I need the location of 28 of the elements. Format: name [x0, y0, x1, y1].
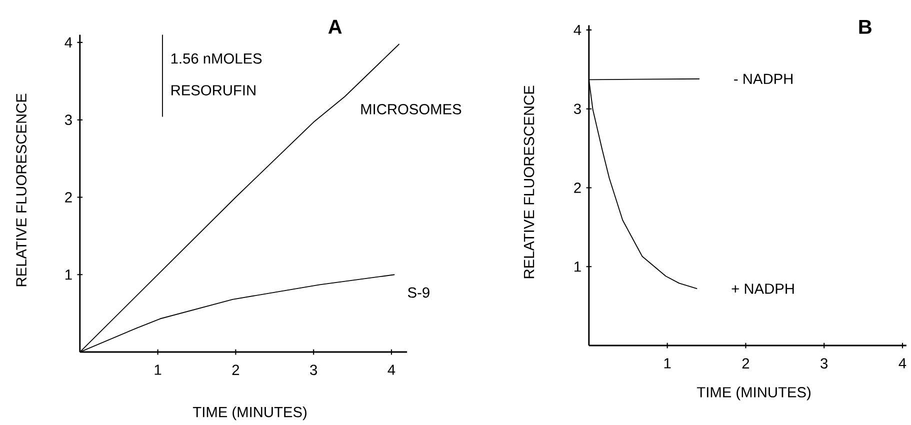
y-tick-label: 4: [64, 38, 72, 48]
text: - NADPH: [734, 74, 792, 84]
y-tick-label: 3: [64, 114, 72, 126]
series-label: MICROSOMES: [361, 104, 462, 115]
x-tick-label: 1: [154, 364, 162, 376]
y-tick-label: 1: [65, 270, 72, 280]
x-tick-label: 1: [664, 358, 671, 369]
x-tick-label: 2: [232, 364, 240, 376]
chart-title: B: [859, 20, 872, 34]
x-tick-label: 3: [310, 364, 318, 376]
annotation: RESORUFIN: [172, 85, 256, 96]
y-tick-label: 1: [574, 262, 581, 272]
x-tick-label: 4: [388, 364, 396, 376]
y-tick-label: 2: [574, 182, 581, 194]
text: + NADPH: [732, 284, 794, 294]
y-tick-label: 4: [574, 25, 582, 36]
x-axis-title: TIME (MINUTES): [192, 406, 306, 420]
x-axis-title: TIME (MINUTES): [696, 386, 810, 401]
x-tick-label: 3: [820, 358, 828, 369]
chart-title: A: [328, 20, 342, 34]
y-tick-label: 3: [574, 104, 581, 114]
x-tick-label: 2: [742, 358, 750, 369]
series-label: S-9: [408, 288, 430, 298]
y-tick-label: 2: [65, 192, 72, 203]
annotation: 1.56 nMOLES: [171, 54, 262, 64]
y-axis-title: RELATIVE FLUORESCENCE: [524, 86, 534, 278]
y-axis-title: RELATIVE FLUORESCENCE: [16, 94, 26, 286]
x-tick-label: 4: [898, 358, 906, 369]
